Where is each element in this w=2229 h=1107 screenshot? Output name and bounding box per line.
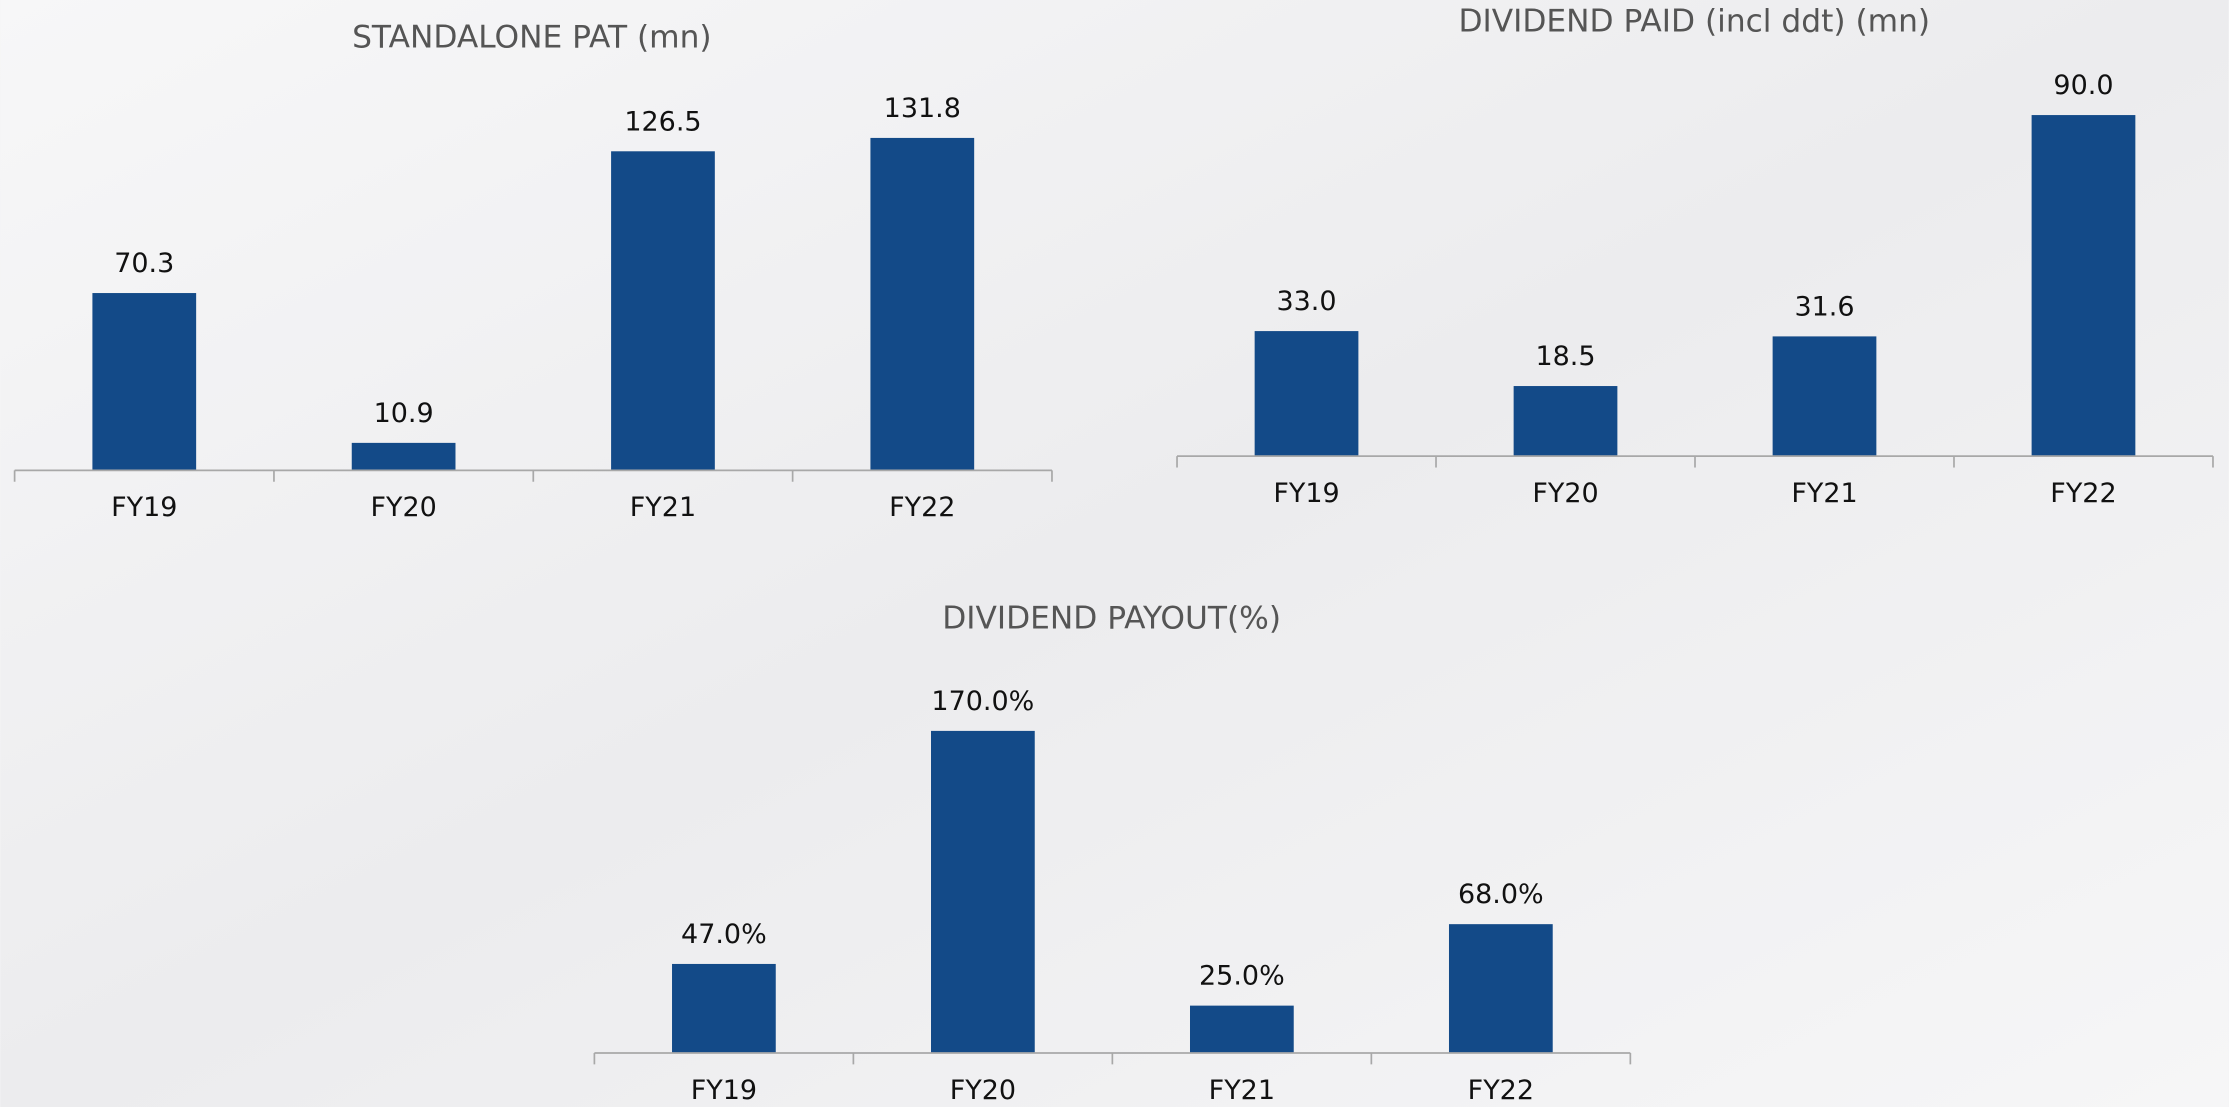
x-tick-label: FY19 bbox=[1273, 478, 1339, 509]
x-tick-label: FY19 bbox=[111, 492, 177, 523]
x-tick-label: FY21 bbox=[630, 492, 696, 523]
x-tick-label: FY21 bbox=[1209, 1075, 1275, 1106]
bar bbox=[870, 137, 975, 471]
bar bbox=[1772, 336, 1877, 457]
data-label: 90.0 bbox=[2053, 70, 2113, 101]
x-tick-label: FY20 bbox=[370, 492, 436, 523]
data-label: 47.0% bbox=[681, 919, 767, 950]
bar bbox=[92, 293, 197, 471]
bar bbox=[351, 442, 456, 471]
data-label: 126.5 bbox=[624, 106, 701, 137]
bar bbox=[931, 730, 1035, 1053]
x-tick-label: FY20 bbox=[950, 1075, 1016, 1106]
x-tick-label: FY22 bbox=[889, 492, 955, 523]
bar bbox=[1189, 1005, 1294, 1053]
bar bbox=[611, 151, 715, 471]
data-label: 70.3 bbox=[114, 248, 174, 279]
bar bbox=[2031, 115, 2136, 457]
chart-title: DIVIDEND PAID (incl ddt) (mn) bbox=[1458, 4, 1930, 40]
data-label: 25.0% bbox=[1199, 961, 1285, 992]
x-tick-label: FY22 bbox=[2050, 478, 2116, 509]
bar bbox=[1448, 924, 1553, 1053]
chart-title: STANDALONE PAT (mn) bbox=[352, 19, 712, 55]
data-label: 131.8 bbox=[884, 93, 961, 124]
data-label: 33.0 bbox=[1276, 286, 1336, 317]
x-tick-label: FY22 bbox=[1468, 1075, 1534, 1106]
x-tick-label: FY21 bbox=[1791, 478, 1857, 509]
data-label: 68.0% bbox=[1458, 879, 1544, 910]
data-label: 10.9 bbox=[374, 398, 434, 429]
data-label: 18.5 bbox=[1535, 341, 1595, 372]
data-label: 170.0% bbox=[931, 686, 1034, 717]
x-tick-label: FY19 bbox=[691, 1075, 757, 1106]
chart-title: DIVIDEND PAYOUT(%) bbox=[942, 601, 1281, 637]
data-label: 31.6 bbox=[1794, 291, 1854, 322]
bar bbox=[1513, 386, 1618, 457]
bar bbox=[1254, 331, 1359, 457]
x-tick-label: FY20 bbox=[1532, 478, 1598, 509]
bar bbox=[672, 963, 776, 1053]
